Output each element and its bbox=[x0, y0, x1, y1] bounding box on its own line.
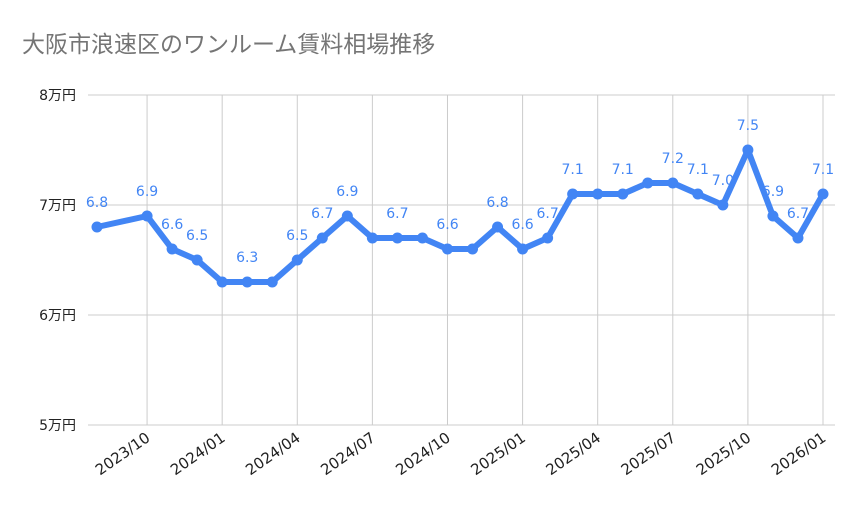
data-point bbox=[542, 232, 554, 244]
x-tick-label: 2024/04 bbox=[242, 429, 303, 479]
data-point bbox=[291, 254, 303, 266]
y-tick-label: 6万円 bbox=[39, 308, 76, 324]
data-label: 6.7 bbox=[787, 206, 809, 222]
data-point bbox=[441, 243, 453, 255]
data-label: 6.9 bbox=[136, 184, 158, 200]
data-point bbox=[567, 188, 579, 200]
data-label: 6.7 bbox=[536, 206, 558, 222]
y-axis: 5万円 6万円 7万円 8万円 bbox=[39, 88, 76, 434]
data-label: 7.1 bbox=[687, 162, 709, 178]
data-point bbox=[492, 221, 504, 233]
chart-title: 大阪市浪速区のワンルーム賃料相場推移 bbox=[22, 32, 435, 58]
grid bbox=[88, 94, 835, 426]
data-point bbox=[792, 232, 804, 244]
data-point bbox=[517, 243, 529, 255]
data-label: 6.3 bbox=[236, 250, 258, 266]
x-tick-label: 2024/07 bbox=[317, 429, 378, 479]
y-tick-label: 8万円 bbox=[39, 88, 76, 104]
data-labels: 6.86.96.66.56.36.56.76.96.76.66.86.66.77… bbox=[86, 118, 834, 266]
data-point bbox=[216, 276, 228, 288]
data-label: 6.9 bbox=[336, 184, 358, 200]
data-point bbox=[191, 254, 203, 266]
series-path bbox=[94, 147, 826, 285]
data-label: 6.6 bbox=[436, 217, 458, 233]
data-point bbox=[141, 210, 153, 222]
data-point bbox=[391, 232, 403, 244]
x-tick-label: 2025/01 bbox=[467, 429, 528, 479]
data-label: 7.2 bbox=[662, 151, 684, 167]
data-label: 6.5 bbox=[186, 228, 208, 244]
data-label: 6.5 bbox=[286, 228, 308, 244]
data-label: 7.0 bbox=[712, 173, 734, 189]
data-label: 7.5 bbox=[737, 118, 759, 134]
data-label: 7.1 bbox=[612, 162, 634, 178]
y-tick-label: 7万円 bbox=[39, 198, 76, 214]
data-point bbox=[692, 188, 704, 200]
x-tick-label: 2025/07 bbox=[618, 429, 679, 479]
data-point bbox=[166, 243, 178, 255]
data-label: 6.6 bbox=[161, 217, 183, 233]
data-label: 6.8 bbox=[486, 195, 508, 211]
data-point bbox=[642, 177, 654, 189]
data-point bbox=[467, 243, 479, 255]
series-line bbox=[91, 144, 829, 288]
data-point bbox=[241, 276, 253, 288]
data-point bbox=[91, 221, 103, 233]
data-label: 6.7 bbox=[311, 206, 333, 222]
data-label: 7.1 bbox=[562, 162, 584, 178]
data-point bbox=[617, 188, 629, 200]
y-tick-label: 5万円 bbox=[39, 418, 76, 434]
x-tick-label: 2025/10 bbox=[693, 429, 754, 479]
x-tick-label: 2024/10 bbox=[392, 429, 453, 479]
data-point bbox=[717, 199, 729, 211]
x-tick-label: 2024/01 bbox=[167, 429, 228, 479]
data-point bbox=[366, 232, 378, 244]
data-label: 6.9 bbox=[762, 184, 784, 200]
data-point bbox=[266, 276, 278, 288]
data-point bbox=[742, 144, 754, 156]
data-point bbox=[316, 232, 328, 244]
data-point bbox=[667, 177, 679, 189]
data-label: 7.1 bbox=[812, 162, 834, 178]
data-label: 6.6 bbox=[511, 217, 533, 233]
data-point bbox=[817, 188, 829, 200]
data-point bbox=[416, 232, 428, 244]
x-axis: 2023/10 2024/01 2024/04 2024/07 2024/10 2025/… bbox=[92, 429, 829, 479]
x-tick-label: 2026/01 bbox=[768, 429, 829, 479]
x-tick-label: 2025/04 bbox=[543, 429, 604, 479]
data-point bbox=[767, 210, 779, 222]
data-point bbox=[341, 210, 353, 222]
data-point bbox=[592, 188, 604, 200]
data-label: 6.8 bbox=[86, 195, 108, 211]
data-label: 6.7 bbox=[386, 206, 408, 222]
x-tick-label: 2023/10 bbox=[92, 429, 153, 479]
